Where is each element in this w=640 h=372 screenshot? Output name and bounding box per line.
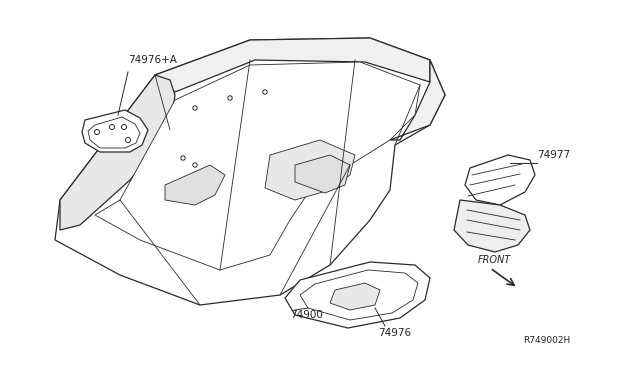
Polygon shape <box>265 140 355 200</box>
Polygon shape <box>165 165 225 205</box>
Polygon shape <box>454 200 530 252</box>
Polygon shape <box>330 283 380 310</box>
Polygon shape <box>60 75 175 230</box>
Polygon shape <box>295 155 350 193</box>
Text: 74976+A: 74976+A <box>128 55 177 65</box>
Polygon shape <box>82 110 148 152</box>
Text: 74900: 74900 <box>290 310 323 320</box>
Polygon shape <box>155 38 430 92</box>
Text: 74976: 74976 <box>378 328 411 338</box>
Text: FRONT: FRONT <box>478 255 511 265</box>
Polygon shape <box>465 155 535 205</box>
Polygon shape <box>95 62 420 270</box>
Text: 74977: 74977 <box>537 150 570 160</box>
Text: R749002H: R749002H <box>523 336 570 345</box>
Polygon shape <box>55 38 445 305</box>
Polygon shape <box>390 60 445 140</box>
Polygon shape <box>285 262 430 328</box>
